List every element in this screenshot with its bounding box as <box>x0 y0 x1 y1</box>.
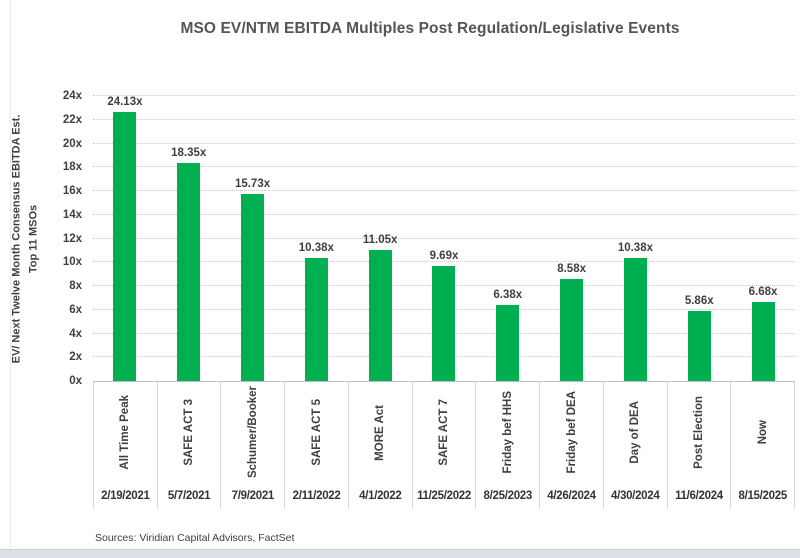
bar-value-label: 15.73x <box>234 178 271 191</box>
bar <box>368 249 392 381</box>
category-cell-7: Friday bef HHS <box>475 382 539 483</box>
category-label: SAFE ACT 5 <box>310 399 323 466</box>
date-label: 4/26/2024 <box>539 483 603 509</box>
gridline-24x <box>93 95 795 96</box>
category-label: Schumer/Booker <box>246 386 259 479</box>
date-label: 5/7/2021 <box>156 483 221 509</box>
chart-title: MSO EV/NTM EBITDA Multiples Post Regulat… <box>180 20 680 37</box>
bar-cell-2: 18.35x <box>157 96 221 381</box>
date-label: 11/6/2024 <box>666 483 731 509</box>
bar-cell-6: 9.69x <box>412 96 476 381</box>
category-cell-6: SAFE ACT 7 <box>411 382 476 483</box>
bar <box>432 265 456 381</box>
bar-value-label: 11.05x <box>362 233 398 246</box>
bar <box>496 305 520 381</box>
gridline-12x <box>93 237 795 239</box>
x-axis-category-labels: All Time Peak SAFE ACT 3 Schumer/Booker SAF… <box>93 381 796 483</box>
y-tick-label: 2x <box>69 351 82 364</box>
y-tick-label: 4x <box>69 327 82 340</box>
category-cell-5: MORE Act <box>347 382 412 483</box>
date-label: 2/11/2022 <box>284 483 348 509</box>
category-cell-4: SAFE ACT 5 <box>284 382 348 483</box>
bar-cell-5: 11.05x <box>348 96 412 381</box>
y-tick-label: 24x <box>62 90 82 102</box>
bar-cell-11: 6.68x <box>731 96 795 381</box>
gridline-14x <box>93 213 795 215</box>
bar-value-label: 6.68x <box>748 285 778 298</box>
category-label: SAFE ACT 7 <box>438 399 451 466</box>
bar-value-label: 24.13x <box>107 96 143 108</box>
date-label: 2/19/2021 <box>93 483 157 509</box>
category-label: Day of DEA <box>629 401 642 464</box>
bar-series: 24.13x 18.35x 15.73x 10.38x 11.05x 9.69x 6.38x… <box>93 96 795 381</box>
bar-value-label: 10.38x <box>298 241 334 254</box>
bar-cell-3: 15.73x <box>221 96 285 381</box>
y-tick-label: 10x <box>62 256 82 269</box>
y-tick-label: 6x <box>69 303 82 316</box>
bottom-strip <box>0 549 800 558</box>
category-cell-1: All Time Peak <box>93 382 157 483</box>
y-tick-label: 0x <box>69 375 82 387</box>
bar-cell-4: 10.38x <box>284 96 348 381</box>
y-axis-ticks: 0x 2x 4x 6x 8x 10x 12x 14x 16x 18x 20x 22x 24x <box>0 90 87 387</box>
left-edge-divider <box>10 0 11 548</box>
category-cell-3: Schumer/Booker <box>220 382 284 483</box>
bar <box>304 257 328 381</box>
bar-value-label: 10.38x <box>617 241 653 254</box>
category-cell-11: Now <box>730 382 796 483</box>
category-cell-8: Friday bef DEA <box>539 382 603 483</box>
bar-cell-10: 5.86x <box>667 96 731 381</box>
bar-value-label: 8.58x <box>557 263 586 276</box>
category-label: MORE Act <box>374 404 387 461</box>
date-label: 4/30/2024 <box>602 483 667 509</box>
date-label: 8/25/2023 <box>475 483 539 509</box>
bar <box>241 194 265 381</box>
y-tick-label: 8x <box>69 280 82 293</box>
gridline-22x <box>93 118 795 120</box>
category-cell-10: Post Election <box>666 382 731 483</box>
bar-cell-8: 8.58x <box>540 96 604 381</box>
bar <box>113 112 137 381</box>
bar-value-label: 18.35x <box>171 147 207 160</box>
category-cell-2: SAFE ACT 3 <box>156 382 221 483</box>
bar-cell-7: 6.38x <box>476 96 540 381</box>
date-label: 7/9/2021 <box>220 483 284 509</box>
bar-value-label: 5.86x <box>684 295 714 308</box>
category-label: All Time Peak <box>119 395 132 470</box>
date-label: 8/15/2025 <box>730 483 796 509</box>
y-tick-label: 14x <box>62 208 82 221</box>
gridline-16x <box>93 190 795 191</box>
bar-cell-9: 10.38x <box>604 96 668 381</box>
source-attribution: Sources: Viridian Capital Advisors, Fact… <box>95 532 295 544</box>
date-label: 11/25/2022 <box>411 483 476 509</box>
y-tick-label: 22x <box>62 113 82 126</box>
plot-area: 24.13x 18.35x 15.73x 10.38x 11.05x 9.69x 6.38x… <box>93 95 795 381</box>
bar <box>687 311 711 381</box>
bar <box>623 257 647 381</box>
gridline-10x <box>93 261 795 263</box>
gridline-18x <box>93 166 795 168</box>
category-cell-9: Day of DEA <box>602 382 667 483</box>
category-label: SAFE ACT 3 <box>183 399 196 466</box>
bar <box>177 163 201 381</box>
date-label: 4/1/2022 <box>347 483 412 509</box>
bar-cell-1: 24.13x <box>93 96 157 381</box>
category-label: Now <box>756 420 769 445</box>
bar-value-label: 9.69x <box>429 249 459 262</box>
category-label: Friday bef HHS <box>501 391 514 474</box>
x-axis-date-labels: 2/19/2021 5/7/2021 7/9/2021 2/11/2022 4/1/20… <box>93 483 796 509</box>
category-label: Post Election <box>692 396 705 469</box>
y-tick-label: 20x <box>62 137 82 150</box>
y-tick-label: 18x <box>62 161 82 174</box>
category-label: Friday bef DEA <box>565 391 578 474</box>
bar <box>751 301 775 381</box>
y-tick-label: 12x <box>62 232 82 245</box>
y-tick-label: 16x <box>62 185 82 198</box>
bar-value-label: 6.38x <box>493 289 523 302</box>
bar <box>560 279 584 381</box>
gridline-20x <box>93 142 795 144</box>
